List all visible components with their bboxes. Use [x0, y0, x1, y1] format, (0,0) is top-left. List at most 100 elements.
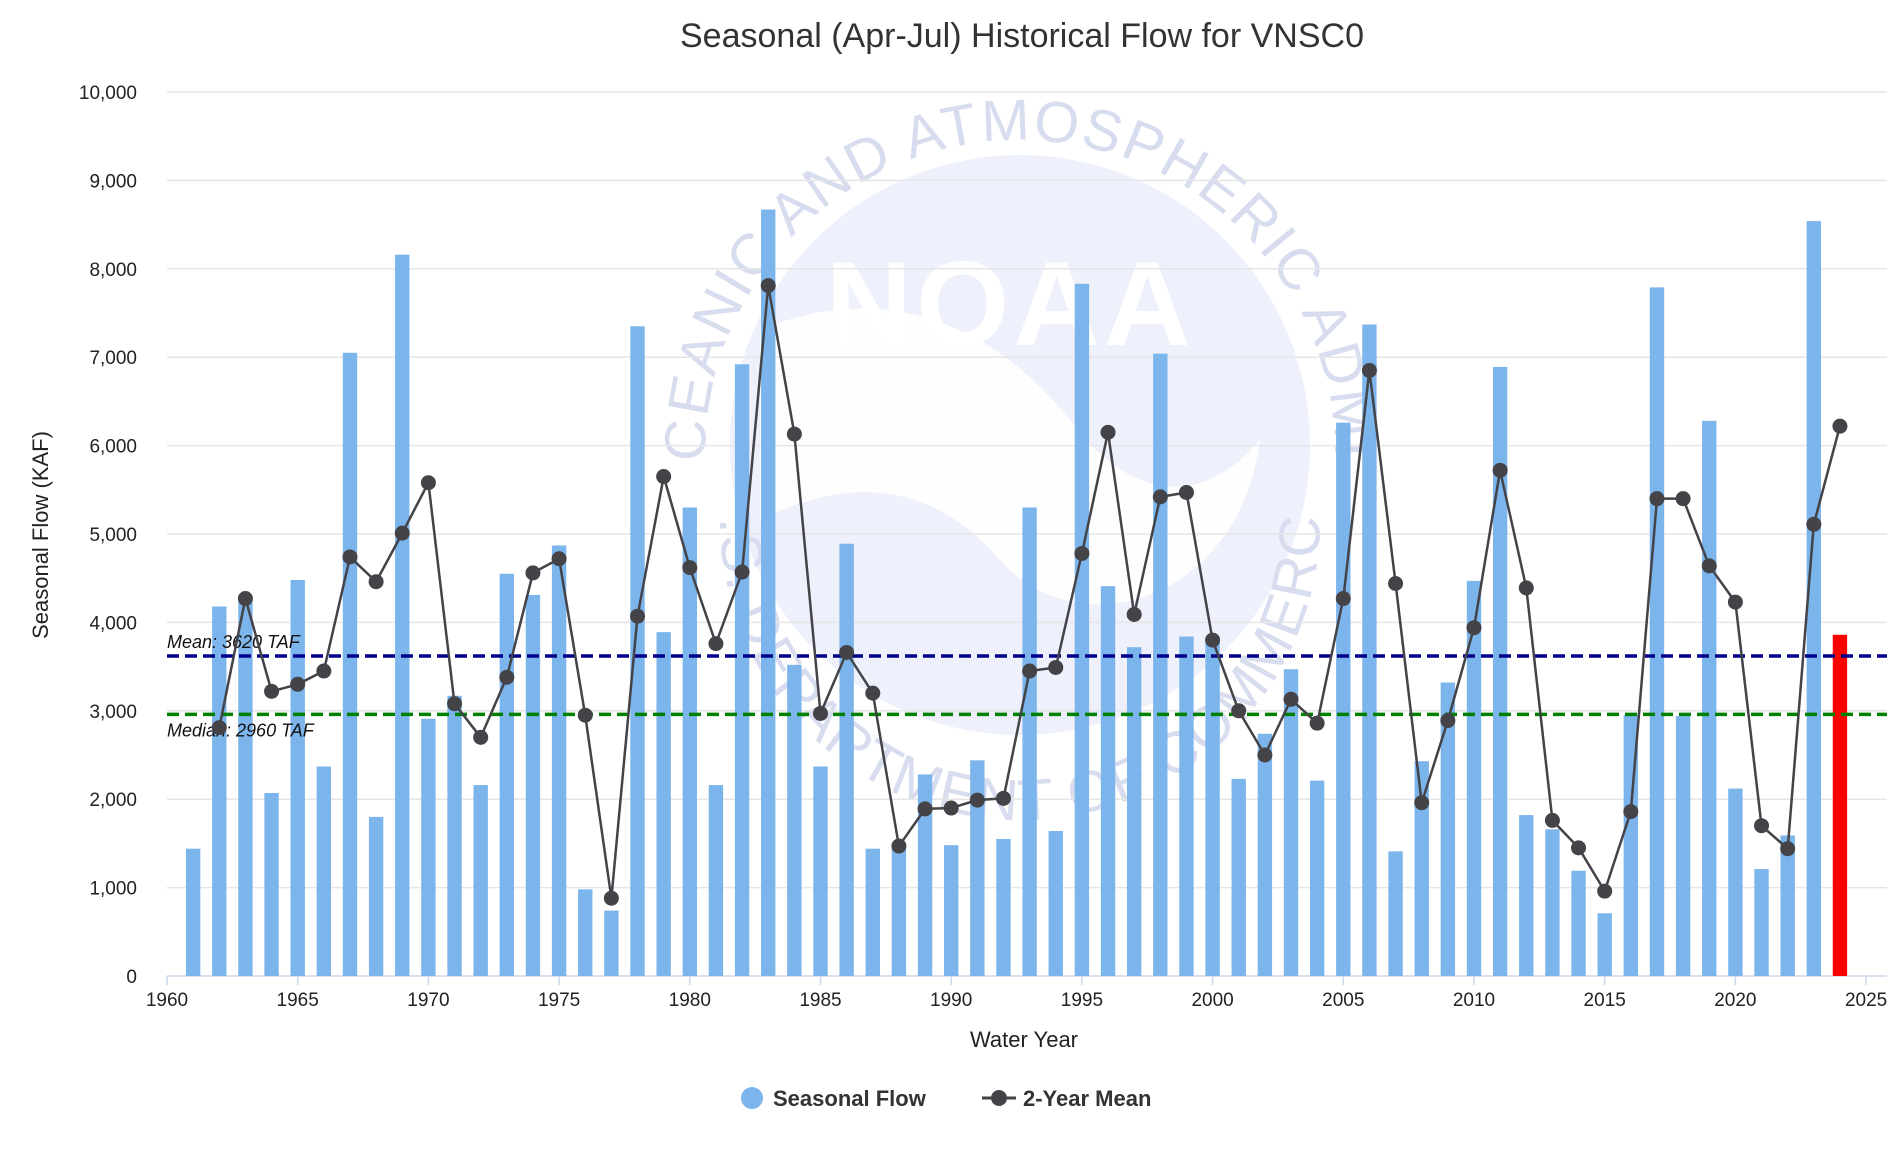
bar-seasonal-flow — [1597, 913, 1612, 976]
two-year-mean-point — [891, 838, 907, 854]
x-axis-ticks: 1960 1965 1970 1975 1980 1985 1990 1995 2000 2005… — [146, 976, 1887, 1011]
two-year-mean-point — [734, 564, 750, 580]
bar-seasonal-flow — [1414, 761, 1429, 976]
bar-seasonal-flow — [1074, 283, 1090, 976]
bar-seasonal-flow — [1231, 778, 1246, 976]
two-year-mean-point — [786, 426, 802, 442]
x-tick-label: 1965 — [277, 990, 319, 1011]
bar-seasonal-flow — [264, 793, 279, 976]
two-year-mean-point — [368, 574, 384, 590]
two-year-mean-point — [290, 676, 306, 692]
bar-seasonal-flow — [578, 889, 593, 976]
bar-seasonal-flow — [865, 848, 880, 976]
x-tick-label: 2025 — [1845, 990, 1887, 1011]
bar-seasonal-flow — [185, 848, 201, 976]
bar-seasonal-flow — [1649, 287, 1665, 976]
two-year-mean-point — [1152, 489, 1168, 505]
y-tick-label: 9,000 — [89, 171, 137, 192]
legend: Seasonal Flow 2-Year Mean — [741, 1086, 1151, 1111]
y-tick-label: 5,000 — [89, 525, 137, 546]
two-year-mean-point — [237, 591, 253, 607]
legend-item-two-year-mean[interactable]: 2-Year Mean — [982, 1086, 1151, 1111]
bar-seasonal-flow — [316, 766, 332, 976]
bar-seasonal-flow — [212, 606, 227, 976]
bar-seasonal-flow — [761, 209, 776, 976]
two-year-mean-point — [603, 890, 619, 906]
two-year-mean-point — [1675, 491, 1691, 507]
bar-seasonal-flow — [1545, 829, 1560, 976]
bar-seasonal-flow — [447, 695, 462, 976]
x-tick-label: 2005 — [1322, 990, 1364, 1011]
y-tick-label: 1,000 — [89, 879, 137, 900]
legend-label-seasonal-flow: Seasonal Flow — [773, 1086, 927, 1111]
two-year-mean-point — [1623, 804, 1639, 820]
two-year-mean-point — [995, 790, 1011, 806]
bar-seasonal-flow — [1022, 507, 1037, 976]
bar-seasonal-flow — [1283, 669, 1299, 976]
legend-marker-two-year-mean — [991, 1090, 1007, 1106]
two-year-mean-point — [630, 608, 646, 624]
x-tick-label: 1980 — [669, 990, 711, 1011]
two-year-mean-point — [760, 278, 776, 294]
two-year-mean-point — [1518, 580, 1534, 596]
two-year-mean-point — [1388, 576, 1404, 592]
two-year-mean-point — [1571, 840, 1587, 856]
two-year-mean-point — [1361, 362, 1377, 378]
y-tick-label: 7,000 — [89, 348, 137, 369]
x-tick-label: 2020 — [1714, 990, 1756, 1011]
bar-seasonal-flow — [551, 545, 567, 976]
x-tick-label: 2000 — [1191, 990, 1233, 1011]
bar-seasonal-flow — [1362, 324, 1377, 976]
two-year-mean-point — [342, 549, 358, 565]
two-year-mean-point — [577, 707, 593, 723]
x-axis-title: Water Year — [970, 1027, 1078, 1052]
watermark-wave — [760, 308, 1260, 605]
two-year-mean-point — [1492, 462, 1508, 478]
x-tick-label: 2015 — [1584, 990, 1626, 1011]
two-year-mean-point — [1780, 841, 1796, 857]
two-year-mean-point — [1257, 747, 1273, 763]
y-tick-label: 0 — [126, 967, 137, 988]
two-year-mean-point — [865, 685, 881, 701]
bars-seasonal-flow — [185, 209, 1848, 977]
x-tick-label: 1995 — [1061, 990, 1103, 1011]
bar-seasonal-flow — [1205, 642, 1220, 976]
bar-seasonal-flow — [813, 766, 828, 976]
x-tick-label: 1970 — [407, 990, 449, 1011]
bar-seasonal-flow — [1336, 422, 1351, 977]
y-tick-label: 6,000 — [89, 437, 137, 458]
bar-seasonal-flow — [1257, 733, 1273, 976]
bar-seasonal-flow — [1153, 353, 1168, 976]
bar-seasonal-flow — [1806, 221, 1821, 977]
bar-seasonal-flow — [395, 254, 410, 976]
two-year-mean-point — [1649, 491, 1665, 507]
y-axis-title: Seasonal Flow (KAF) — [28, 431, 53, 639]
bar-seasonal-flow — [630, 326, 645, 976]
bar-seasonal-flow — [1728, 788, 1743, 976]
two-year-mean-point — [264, 683, 280, 699]
median-label: Median: 2960 TAF — [167, 720, 315, 740]
two-year-mean-point — [969, 792, 985, 808]
legend-item-seasonal-flow[interactable]: Seasonal Flow — [741, 1086, 927, 1111]
two-year-mean-point — [682, 560, 698, 576]
two-year-mean-point — [1074, 545, 1090, 561]
two-year-mean-point — [656, 469, 672, 485]
two-year-mean-point — [1832, 418, 1848, 434]
two-year-mean-point — [316, 663, 332, 679]
two-year-mean-point — [1466, 620, 1482, 636]
two-year-mean-point — [1178, 484, 1194, 500]
bar-seasonal-flow — [604, 910, 619, 976]
bar-seasonal-flow — [996, 838, 1011, 976]
bar-seasonal-flow — [944, 845, 959, 976]
two-year-mean-point — [473, 729, 489, 745]
bar-seasonal-flow — [1492, 366, 1508, 976]
two-year-mean-point — [1597, 883, 1613, 899]
bar-seasonal-flow — [891, 847, 907, 976]
two-year-mean-point — [1544, 812, 1560, 828]
two-year-mean-point — [943, 800, 959, 816]
y-tick-label: 4,000 — [89, 613, 137, 634]
bar-seasonal-flow — [682, 507, 697, 976]
two-year-mean-point — [708, 636, 724, 652]
